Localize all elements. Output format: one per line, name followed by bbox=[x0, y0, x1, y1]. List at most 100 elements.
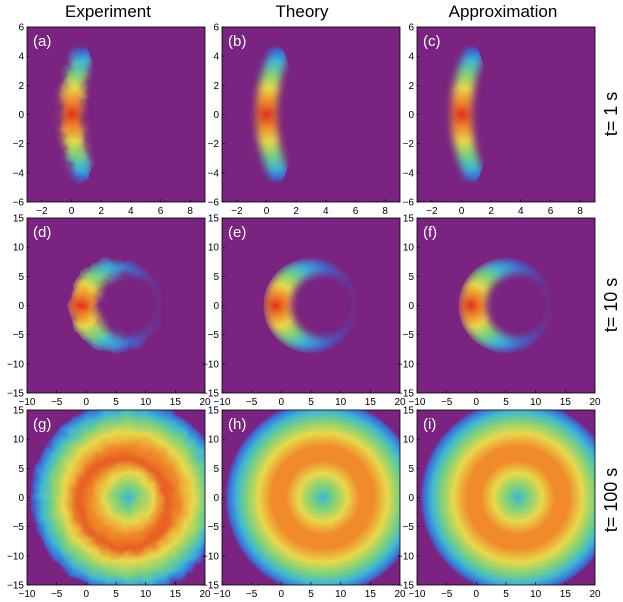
y-tick-label: 15 bbox=[13, 406, 25, 417]
y-tick-label: −5 bbox=[13, 330, 25, 341]
x-tick-label: 15 bbox=[560, 589, 572, 600]
intensity-map bbox=[47, 36, 100, 193]
y-tick-label: 15 bbox=[403, 214, 415, 225]
x-tick-label: 0 bbox=[69, 206, 75, 217]
y-tick-label: −2 bbox=[403, 139, 415, 150]
x-tick-label: 10 bbox=[140, 589, 152, 600]
panel-label: (f) bbox=[423, 224, 437, 241]
x-tick-label: −10 bbox=[409, 589, 426, 600]
y-tick-label: 5 bbox=[18, 464, 24, 475]
y-tick-label: 0 bbox=[408, 493, 414, 504]
y-tick-label: 15 bbox=[208, 406, 220, 417]
y-tick-label: −6 bbox=[13, 198, 25, 209]
x-tick-label: −5 bbox=[441, 397, 453, 408]
x-tick-label: −5 bbox=[246, 397, 258, 408]
y-tick-label: 5 bbox=[18, 272, 24, 283]
y-tick-label: 4 bbox=[213, 52, 219, 63]
intensity-map bbox=[419, 410, 595, 585]
x-tick-label: 4 bbox=[128, 206, 134, 217]
y-tick-label: 10 bbox=[403, 243, 415, 254]
x-tick-label: 0 bbox=[474, 397, 480, 408]
y-tick-label: 0 bbox=[18, 110, 24, 121]
x-tick-label: 6 bbox=[353, 206, 359, 217]
panel-label: (i) bbox=[423, 416, 436, 433]
x-tick-label: 10 bbox=[530, 589, 542, 600]
x-tick-label: −10 bbox=[214, 397, 231, 408]
x-tick-label: 5 bbox=[503, 589, 509, 600]
x-tick-label: 10 bbox=[530, 397, 542, 408]
x-tick-label: −2 bbox=[231, 206, 243, 217]
y-tick-label: −10 bbox=[202, 551, 219, 562]
x-tick-label: 15 bbox=[365, 589, 377, 600]
y-tick-label: 4 bbox=[18, 52, 24, 63]
x-tick-label: 5 bbox=[308, 589, 314, 600]
y-tick-label: 5 bbox=[213, 272, 219, 283]
row-title-10s: t= 10 s bbox=[601, 278, 621, 333]
x-tick-label: 10 bbox=[335, 397, 347, 408]
x-tick-label: 0 bbox=[84, 397, 90, 408]
y-tick-label: −4 bbox=[403, 168, 415, 179]
x-tick-label: 0 bbox=[84, 589, 90, 600]
x-tick-label: 8 bbox=[187, 206, 193, 217]
intensity-map bbox=[263, 257, 359, 354]
panel-label: (h) bbox=[228, 416, 246, 433]
y-tick-label: 0 bbox=[408, 110, 414, 121]
y-tick-label: −15 bbox=[202, 389, 219, 400]
panel-c: (c) −2 0 2 4 6 8 −6 −4 −2 0 2 4 6 bbox=[403, 23, 596, 217]
column-title-experiment: Experiment bbox=[65, 2, 151, 21]
y-tick-label: 10 bbox=[208, 243, 220, 254]
x-tick-label: 5 bbox=[503, 397, 509, 408]
y-tick-label: −15 bbox=[397, 389, 414, 400]
y-tick-label: −15 bbox=[397, 581, 414, 592]
x-tick-label: −2 bbox=[36, 206, 48, 217]
y-tick-label: −5 bbox=[208, 522, 220, 533]
y-tick-label: 0 bbox=[213, 110, 219, 121]
y-tick-label: −10 bbox=[7, 359, 24, 370]
panel-label: (b) bbox=[228, 33, 246, 50]
x-tick-label: 5 bbox=[113, 589, 119, 600]
y-tick-label: −6 bbox=[403, 198, 415, 209]
panel-label: (d) bbox=[33, 224, 51, 241]
column-title-approximation: Approximation bbox=[449, 2, 558, 21]
x-tick-label: −10 bbox=[214, 589, 231, 600]
x-tick-label: 2 bbox=[488, 206, 494, 217]
row-title-100s: t= 100 s bbox=[601, 468, 621, 533]
x-tick-label: 15 bbox=[170, 397, 182, 408]
x-tick-label: 2 bbox=[98, 206, 104, 217]
x-tick-label: −5 bbox=[51, 397, 63, 408]
y-tick-label: −4 bbox=[13, 168, 25, 179]
x-tick-label: 20 bbox=[199, 397, 211, 408]
y-tick-label: −6 bbox=[208, 198, 220, 209]
x-tick-label: 5 bbox=[308, 397, 314, 408]
panel-b: (b) −2 0 2 4 6 8 −6 −4 −2 0 2 4 6 bbox=[208, 23, 401, 217]
y-tick-label: 2 bbox=[213, 81, 219, 92]
intensity-map bbox=[68, 257, 164, 354]
y-tick-label: 0 bbox=[18, 493, 24, 504]
y-tick-label: 15 bbox=[13, 214, 25, 225]
y-tick-label: −2 bbox=[13, 139, 25, 150]
y-tick-label: −10 bbox=[202, 359, 219, 370]
x-tick-label: 0 bbox=[459, 206, 465, 217]
y-tick-label: −15 bbox=[202, 581, 219, 592]
x-tick-label: −5 bbox=[51, 589, 63, 600]
y-tick-label: 6 bbox=[18, 23, 24, 34]
intensity-map bbox=[458, 257, 554, 354]
x-tick-label: −5 bbox=[441, 589, 453, 600]
y-tick-label: 4 bbox=[408, 52, 414, 63]
x-tick-label: 15 bbox=[365, 397, 377, 408]
x-tick-label: 6 bbox=[548, 206, 554, 217]
y-tick-label: 6 bbox=[213, 23, 219, 34]
x-tick-label: 4 bbox=[323, 206, 329, 217]
panel-a: (a) −2 0 2 4 6 8 −6 −4 −2 0 2 4 6 bbox=[13, 23, 206, 217]
x-tick-label: 20 bbox=[199, 589, 211, 600]
y-tick-label: 0 bbox=[213, 493, 219, 504]
x-tick-label: 0 bbox=[279, 397, 285, 408]
x-tick-label: 0 bbox=[279, 589, 285, 600]
x-tick-label: 15 bbox=[560, 397, 572, 408]
y-tick-label: −5 bbox=[403, 522, 415, 533]
x-tick-label: 15 bbox=[170, 589, 182, 600]
